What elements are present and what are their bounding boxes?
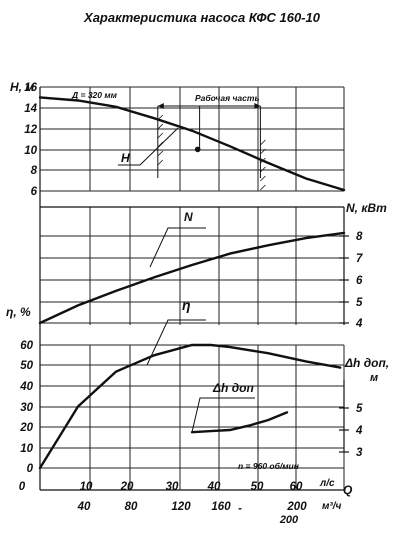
work-zone-hatch — [260, 175, 266, 182]
speed-note: n = 960 об/мин — [238, 461, 299, 471]
efficiency-tick-label: 40 — [19, 381, 33, 393]
efficiency-axis-label: η, % — [6, 305, 31, 319]
work-zone-hatch — [157, 123, 164, 130]
head-tick-label: 8 — [31, 165, 38, 177]
head-curve-label: H — [121, 151, 130, 165]
q-ls-tick-label: 40 — [207, 481, 221, 493]
power-curve-N — [38, 231, 346, 325]
npsh-curve-label: Δh доп — [212, 381, 254, 395]
head-axis-label: H, м — [10, 80, 34, 94]
power-tick-label: 5 — [356, 297, 363, 309]
npsh-tick-label: 4 — [355, 425, 363, 437]
q-m3h-tick-label: 40 — [77, 501, 91, 513]
q-unit-ls: л/с — [319, 478, 335, 489]
work-zone-hatch — [157, 150, 164, 157]
efficiency-tick-label: 30 — [20, 402, 33, 414]
eta-leader — [146, 319, 206, 366]
work-zone-arrow-left — [157, 103, 164, 109]
npsh-tick-label: 3 — [356, 447, 363, 459]
N-leader — [149, 227, 206, 268]
power-tick-label: 4 — [355, 318, 363, 330]
work-zone-arrow-right — [254, 103, 261, 109]
npsh-axis-label-1: Δh доп, — [344, 356, 389, 370]
head-tick-label: 14 — [24, 103, 37, 115]
q-ls-tick-label: 50 — [251, 481, 264, 493]
H-leader — [118, 127, 179, 166]
axis-labels: H, м Д = 320 мм Рабочая часть H N N, кВт η, % η… — [6, 80, 389, 526]
curves — [38, 96, 346, 470]
q-ls-tick-label: 10 — [80, 481, 93, 493]
work-zone-hatch — [260, 157, 266, 164]
npsh-tick-label: 5 — [356, 403, 363, 415]
diameter-label: Д = 320 мм — [71, 90, 118, 100]
efficiency-tick-label: 50 — [20, 360, 33, 372]
chart-title: Характеристика насоса КФС 160-10 — [83, 10, 321, 25]
efficiency-tick-label: 0 — [27, 463, 34, 475]
npsh-leader — [191, 397, 255, 433]
q-axis-symbol: Q — [343, 483, 353, 497]
head-tick-label: 10 — [24, 145, 37, 157]
work-zone-hatch — [157, 132, 164, 139]
q-m3h-tick-label: 200 — [286, 501, 307, 513]
q-ls-tick-label: 60 — [290, 481, 303, 493]
efficiency-tick-label: 60 — [20, 340, 33, 352]
panel-frames — [39, 87, 349, 491]
q-ls-tick-label: 20 — [120, 481, 134, 493]
work-zone-hatch — [260, 148, 266, 155]
efficiency-tick-label: 10 — [20, 443, 33, 455]
q-m3h-200: 200 — [279, 514, 299, 526]
q-m3h-tick-label: 120 — [171, 501, 191, 513]
q-m3h-tick-label: 80 — [125, 501, 138, 513]
power-axis-label: N, кВт — [346, 201, 387, 215]
q-unit-m3h: м³/ч — [322, 501, 342, 512]
head-tick-label: 6 — [31, 186, 38, 198]
head-curve-H — [38, 96, 346, 192]
q-m3h-tick-label: 160 — [211, 501, 231, 513]
grid — [39, 86, 345, 490]
power-tick-label: 6 — [356, 275, 363, 287]
head-tick-label: 12 — [24, 124, 37, 136]
work-zone-hatch — [260, 184, 266, 191]
efficiency-curve-label: η — [182, 297, 191, 313]
npsh-curve — [190, 411, 289, 434]
q-ls-tick-label: 30 — [166, 481, 179, 493]
efficiency-tick-label: 20 — [19, 422, 33, 434]
power-tick-label: 7 — [356, 253, 363, 265]
power-tick-label: 8 — [356, 231, 363, 243]
q-dash-mark: - — [238, 503, 242, 515]
head-tick-label: 16 — [24, 82, 37, 94]
npsh-axis-label-2: м — [370, 372, 378, 384]
efficiency-curve-eta — [38, 343, 342, 470]
power-curve-label: N — [184, 210, 193, 224]
work-zone-hatch — [260, 166, 266, 173]
work-zone-label: Рабочая часть — [195, 93, 260, 103]
work-zone-hatch — [260, 139, 266, 146]
q-ls-tick-label: 0 — [19, 481, 26, 493]
work-zone-hatch — [157, 114, 164, 121]
work-zone-hatch — [157, 159, 164, 166]
